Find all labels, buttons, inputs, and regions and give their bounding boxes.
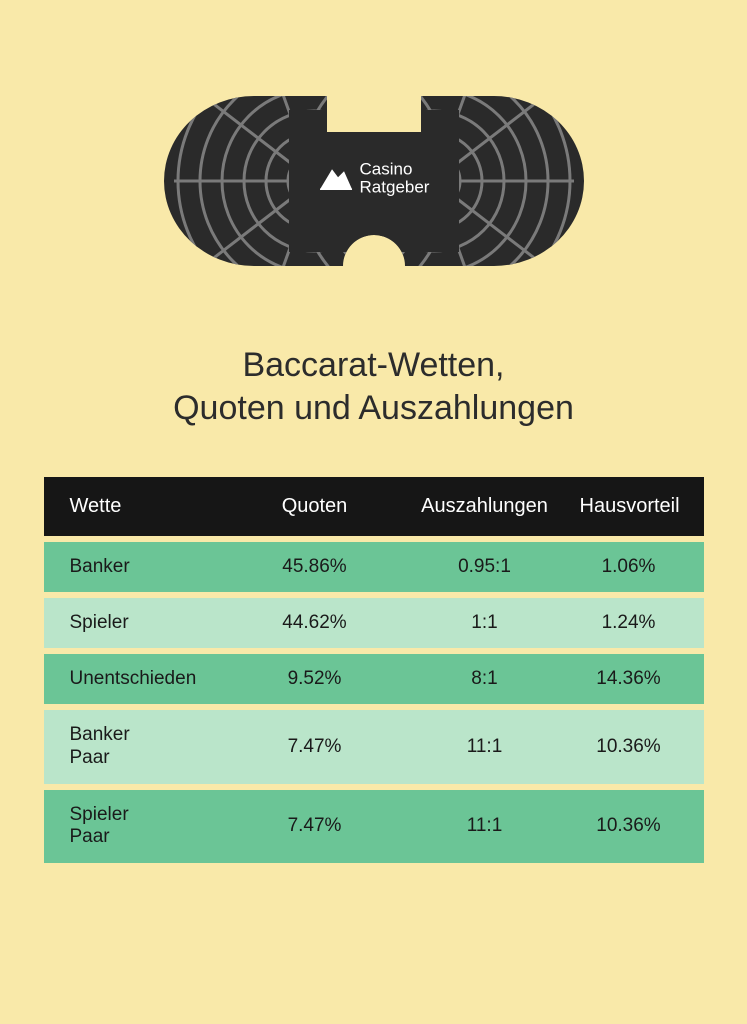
header-edge: Hausvorteil	[580, 495, 680, 518]
cell-bet: SpielerPaar	[70, 804, 240, 850]
logo-line2: Ratgeber	[360, 178, 430, 196]
table-row: Banker45.86%0.95:11.06%	[44, 542, 704, 592]
cell-odds: 7.47%	[240, 736, 390, 758]
cell-edge: 1.24%	[580, 612, 678, 634]
page-title: Baccarat-Wetten, Quoten und Auszahlungen	[173, 344, 574, 429]
cell-edge: 10.36%	[580, 815, 678, 837]
table-row: SpielerPaar7.47%11:110.36%	[44, 790, 704, 864]
table-row: BankerPaar7.47%11:110.36%	[44, 710, 704, 784]
header-payout: Auszahlungen	[390, 495, 580, 518]
cell-odds: 7.47%	[240, 815, 390, 837]
cell-bet: Banker	[70, 556, 240, 578]
header-bet: Wette	[70, 495, 240, 518]
cell-edge: 1.06%	[580, 556, 678, 578]
header-odds: Quoten	[240, 495, 390, 518]
cell-edge: 14.36%	[580, 668, 678, 690]
cell-odds: 45.86%	[240, 556, 390, 578]
baccarat-table-graphic: Casino Ratgeber	[159, 90, 589, 272]
cell-odds: 9.52%	[240, 668, 390, 690]
cell-bet: Unentschieden	[70, 668, 240, 690]
odds-table: Wette Quoten Auszahlungen Hausvorteil Ba…	[44, 477, 704, 863]
table-header: Wette Quoten Auszahlungen Hausvorteil	[44, 477, 704, 536]
logo-line1: Casino	[360, 160, 430, 178]
cell-payout: 11:1	[390, 736, 580, 758]
cell-payout: 0.95:1	[390, 556, 580, 578]
mountain-icon	[318, 165, 354, 191]
cell-bet: Spieler	[70, 612, 240, 634]
casino-ratgeber-logo: Casino Ratgeber	[318, 160, 430, 196]
cell-payout: 8:1	[390, 668, 580, 690]
cell-bet: BankerPaar	[70, 724, 240, 770]
cell-odds: 44.62%	[240, 612, 390, 634]
cell-edge: 10.36%	[580, 736, 678, 758]
table-row: Unentschieden9.52%8:114.36%	[44, 654, 704, 704]
cell-payout: 1:1	[390, 612, 580, 634]
table-row: Spieler44.62%1:11.24%	[44, 598, 704, 648]
cell-payout: 11:1	[390, 815, 580, 837]
